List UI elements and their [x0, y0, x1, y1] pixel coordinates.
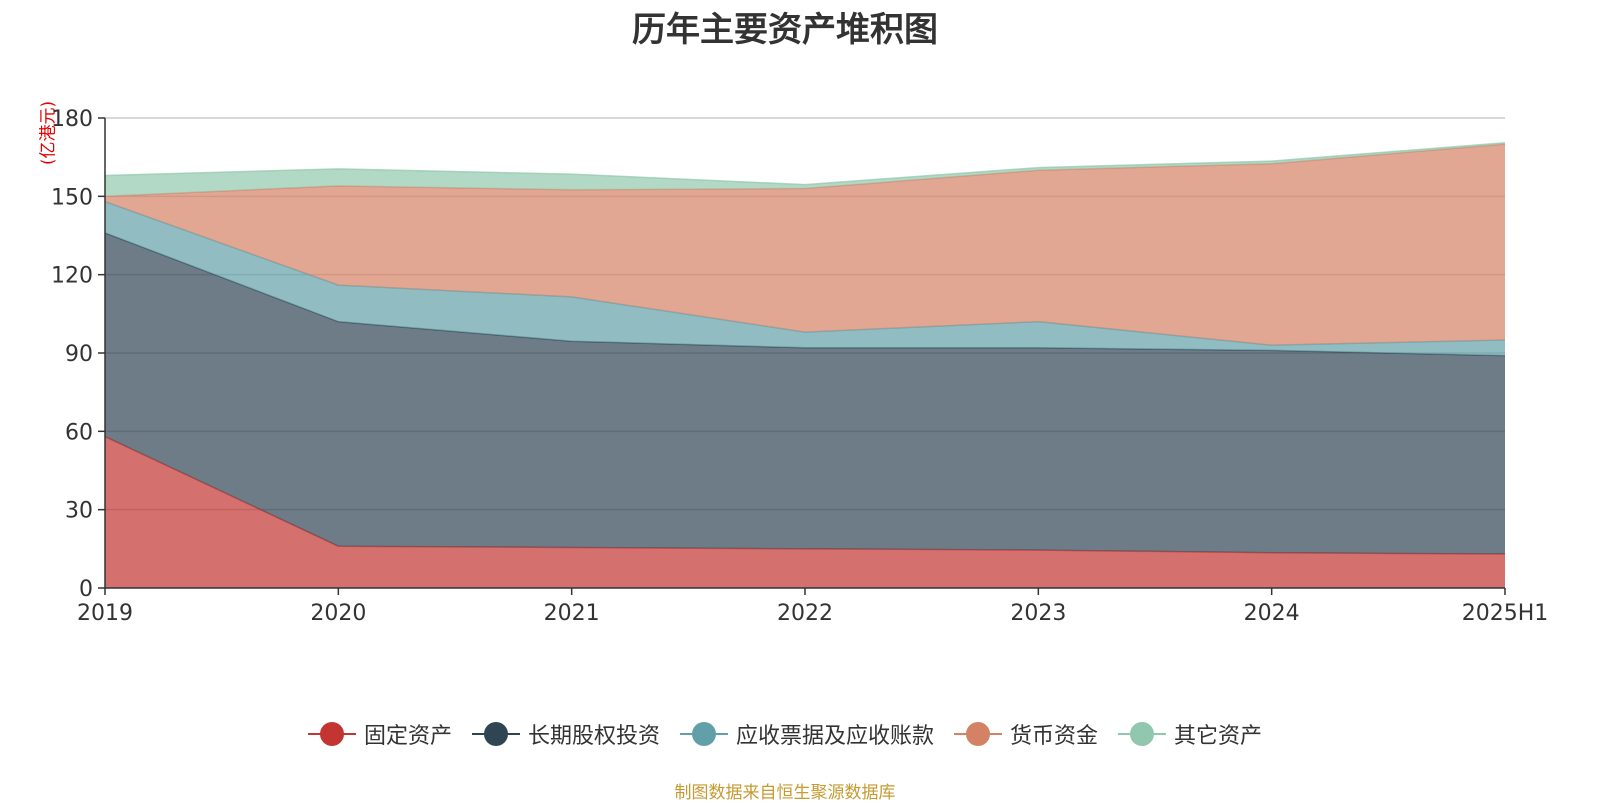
legend-marker-icon	[954, 722, 1002, 746]
legend-label: 长期股权投资	[527, 724, 660, 749]
x-tick-label: 2023	[1010, 601, 1066, 626]
x-tick-label: 2024	[1244, 601, 1300, 626]
legend-marker-icon	[307, 722, 356, 746]
legend: 固定资产 长期股权投资 应收票据及应收账款 货币资金 其它资产	[0, 716, 1570, 752]
x-tick-label: 2025H1	[1462, 601, 1549, 626]
legend-item-3[interactable]: 货币资金	[954, 718, 1098, 750]
legend-marker-icon	[471, 722, 520, 746]
y-tick-label: 120	[51, 264, 93, 289]
x-tick-label: 2020	[310, 601, 366, 626]
legend-marker-icon	[679, 722, 728, 746]
x-tick-label: 2019	[77, 601, 133, 626]
source-note: 制图数据来自恒生聚源数据库	[674, 783, 896, 803]
x-tick-label: 2022	[777, 601, 833, 626]
area-series	[104, 142, 1506, 588]
y-tick-label: 30	[65, 499, 93, 524]
y-tick-label: 90	[65, 342, 93, 367]
legend-item-4[interactable]: 其它资产	[1118, 718, 1262, 750]
y-tick-label: 60	[65, 420, 93, 445]
y-tick-label: 150	[51, 185, 93, 210]
area-series-4	[105, 142, 1505, 197]
area-series-1	[105, 232, 1505, 555]
legend-label: 货币资金	[1010, 724, 1099, 749]
legend-label: 固定资产	[363, 724, 452, 749]
chart-title: 历年主要资产堆积图	[632, 10, 938, 50]
area-series-3	[105, 144, 1505, 346]
legend-item-1[interactable]: 长期股权投资	[471, 718, 660, 750]
legend-item-2[interactable]: 应收票据及应收账款	[679, 718, 934, 750]
series-line-1	[104, 232, 1506, 357]
y-tick-label: 0	[79, 577, 93, 602]
series-line-4	[104, 142, 1506, 186]
legend-item-0[interactable]: 固定资产	[307, 718, 452, 750]
x-tick-label: 2021	[544, 601, 600, 626]
axes: 0 30 60 90 120 150 180 2019 2020 2021 2022 2023 2024…	[51, 107, 1548, 626]
legend-label: 其它资产	[1174, 724, 1263, 749]
area-series-0	[105, 436, 1505, 588]
area-series-2	[105, 201, 1505, 356]
legend-label: 应收票据及应收账款	[735, 724, 934, 749]
y-tick-label: 180	[51, 107, 93, 132]
legend-marker-icon	[1118, 722, 1167, 746]
